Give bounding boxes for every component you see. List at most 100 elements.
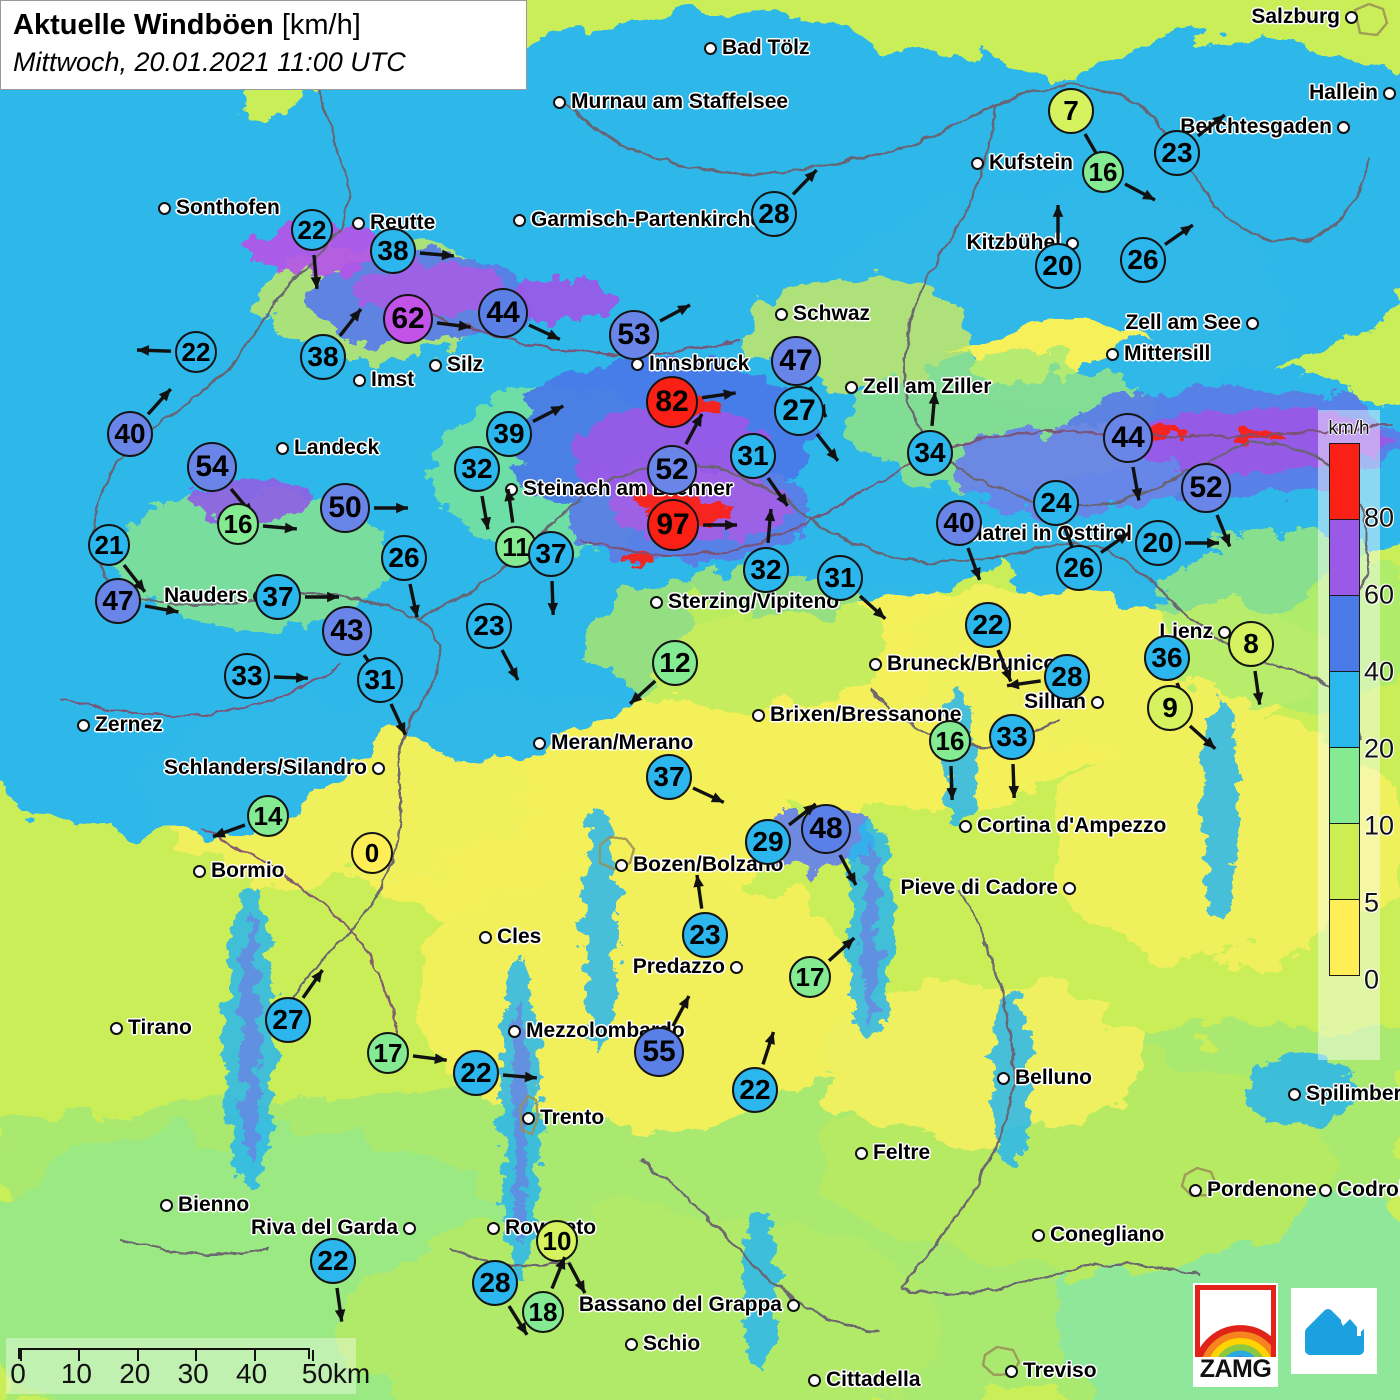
wind-gust-value[interactable]: 17	[789, 956, 831, 998]
wind-gust-value[interactable]: 26	[1120, 237, 1166, 283]
wind-direction-arrow	[838, 853, 858, 886]
city-name: Brixen/Bressanone	[770, 703, 962, 726]
city-name: Schio	[643, 1332, 701, 1355]
wind-gust-value[interactable]: 23	[466, 603, 512, 649]
wind-gust-value[interactable]: 22	[310, 1238, 356, 1284]
wind-direction-arrow	[692, 874, 704, 909]
wind-gust-value[interactable]: 52	[647, 445, 697, 495]
wind-gust-value[interactable]: 23	[682, 912, 728, 958]
wind-gust-value[interactable]: 29	[745, 819, 791, 865]
wind-direction-arrow	[528, 323, 561, 342]
wind-gust-value[interactable]: 38	[300, 334, 346, 380]
wind-direction-arrow	[550, 1256, 567, 1290]
wind-gust-value[interactable]: 32	[743, 547, 789, 593]
city-name: Meran/Merano	[551, 731, 694, 754]
wind-gust-value[interactable]: 22	[965, 602, 1011, 648]
wind-gust-value[interactable]: 16	[1082, 151, 1124, 193]
wind-direction-arrow	[547, 580, 558, 615]
wind-gust-value[interactable]: 37	[255, 574, 301, 620]
wind-gust-value[interactable]: 28	[1044, 654, 1090, 700]
wind-gust-value[interactable]: 34	[907, 430, 953, 476]
wind-direction-arrow	[273, 672, 308, 683]
city-name: Treviso	[1023, 1359, 1097, 1382]
wind-gust-value[interactable]: 62	[383, 294, 433, 344]
wind-gust-value[interactable]: 31	[817, 555, 863, 601]
wind-gust-value[interactable]: 7	[1048, 88, 1094, 134]
zamg-logo: ZAMG	[1193, 1283, 1278, 1387]
city-name: Cortina d'Ampezzo	[977, 814, 1167, 837]
wind-gust-value[interactable]: 20	[1035, 243, 1081, 289]
wind-gust-value[interactable]: 22	[291, 209, 333, 251]
wind-gust-value[interactable]: 43	[322, 606, 372, 656]
wind-gust-value[interactable]: 28	[472, 1260, 518, 1306]
wind-gust-value[interactable]: 47	[771, 336, 821, 386]
wind-gust-value[interactable]: 54	[187, 442, 237, 492]
wind-gust-value[interactable]: 27	[774, 386, 824, 436]
wind-gust-value[interactable]: 40	[107, 411, 153, 457]
wind-gust-value[interactable]: 37	[646, 754, 692, 800]
map-title-box: Aktuelle Windböen [km/h] Mittwoch, 20.01…	[0, 0, 527, 90]
wind-gust-value[interactable]: 26	[1056, 545, 1102, 591]
wind-gust-value[interactable]: 18	[522, 1291, 564, 1333]
wind-gust-value[interactable]: 37	[528, 531, 574, 577]
city-label: Predazzo	[633, 955, 743, 979]
wind-gust-value[interactable]: 40	[936, 500, 982, 546]
wind-gust-value[interactable]: 53	[609, 310, 659, 360]
wind-gust-value[interactable]: 16	[929, 720, 971, 762]
wind-gust-value[interactable]: 26	[381, 535, 427, 581]
wind-gust-value[interactable]: 50	[320, 483, 370, 533]
wind-gust-value[interactable]: 9	[1147, 685, 1193, 731]
wind-gust-value[interactable]: 97	[647, 499, 699, 551]
map-title-unit: [km/h]	[281, 9, 361, 41]
city-label: Sonthofen	[158, 196, 280, 220]
city-name: Spilimbergo	[1306, 1082, 1400, 1105]
wind-gust-value[interactable]: 23	[1154, 130, 1200, 176]
wind-gust-value[interactable]: 33	[224, 653, 270, 699]
wind-gust-value[interactable]: 22	[175, 331, 217, 373]
wind-gust-value[interactable]: 28	[751, 191, 797, 237]
wind-gust-value[interactable]: 8	[1228, 621, 1274, 667]
wind-gust-value[interactable]: 82	[646, 376, 698, 428]
wind-direction-arrow	[334, 1287, 346, 1322]
wind-gust-value[interactable]: 27	[265, 997, 311, 1043]
wind-direction-arrow	[436, 319, 471, 331]
wind-gust-value[interactable]: 10	[536, 1220, 578, 1262]
legend-band	[1329, 747, 1360, 824]
wind-gust-value[interactable]: 32	[454, 446, 500, 492]
wind-gust-value[interactable]: 12	[652, 640, 698, 686]
wind-gust-value[interactable]: 44	[1103, 413, 1153, 463]
wind-direction-arrow	[658, 303, 691, 323]
wind-direction-arrow	[146, 387, 173, 416]
legend-tick-label: 5	[1364, 887, 1380, 918]
wind-gust-value[interactable]: 39	[486, 411, 532, 457]
city-marker-dot	[1246, 316, 1259, 330]
wind-gust-value[interactable]: 20	[1135, 520, 1181, 566]
wind-direction-arrow	[671, 995, 691, 1028]
wind-direction-arrow	[928, 392, 940, 427]
city-name: Trento	[540, 1106, 605, 1129]
wind-gust-value[interactable]: 24	[1033, 480, 1079, 526]
wind-gust-value[interactable]: 0	[351, 832, 393, 874]
city-marker-dot	[855, 1146, 868, 1160]
wind-gust-value[interactable]: 16	[217, 503, 259, 545]
wind-gust-value[interactable]: 47	[95, 578, 141, 624]
wind-gust-value[interactable]: 52	[1181, 463, 1231, 513]
wind-gust-value[interactable]: 14	[247, 795, 289, 837]
city-name: Sterzing/Vipiteno	[668, 590, 840, 613]
wind-direction-arrow	[1185, 537, 1219, 549]
wind-gust-value[interactable]: 17	[367, 1032, 409, 1074]
wind-gust-value[interactable]: 31	[357, 657, 403, 703]
wind-gust-value[interactable]: 44	[478, 288, 528, 338]
wind-gust-value[interactable]: 22	[453, 1050, 499, 1096]
wind-direction-arrow	[815, 432, 840, 462]
wind-gust-value[interactable]: 21	[88, 524, 130, 566]
wind-direction-arrow	[532, 404, 565, 424]
wind-gust-value[interactable]: 36	[1144, 635, 1190, 681]
wind-gust-value[interactable]: 38	[370, 228, 416, 274]
wind-direction-arrow	[1008, 763, 1019, 798]
city-label: Garmisch-Partenkirchen	[513, 208, 775, 232]
wind-gust-value[interactable]: 55	[634, 1027, 684, 1077]
wind-gust-value[interactable]: 33	[989, 714, 1035, 760]
wind-gust-value[interactable]: 31	[730, 433, 776, 479]
wind-gust-value[interactable]: 22	[732, 1067, 778, 1113]
